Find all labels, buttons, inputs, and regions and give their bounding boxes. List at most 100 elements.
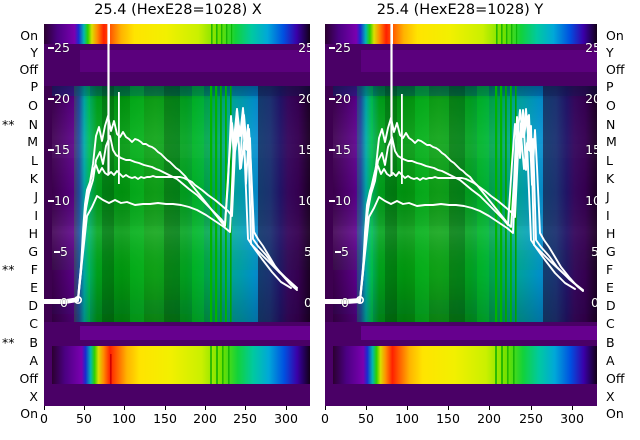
spike-mid	[118, 92, 120, 184]
cat-label-f: F	[30, 262, 38, 277]
panel-y-xaxis: 0 50 100 150 200 250 300	[321, 406, 597, 436]
panel-y-inner-tick-15: 15	[335, 142, 351, 157]
panel-y-inner-tick-20: 20	[335, 91, 351, 106]
panel-x-inner-dash-15	[48, 149, 54, 151]
panel-x-heatmap	[44, 24, 310, 406]
trace-3	[325, 123, 576, 302]
xtick-mark-50	[84, 406, 85, 410]
cat-label-d: D	[28, 298, 38, 313]
cat-label-right-p: P	[606, 79, 614, 94]
cat-label-y: Y	[30, 45, 38, 60]
panel-y-plot-area[interactable]: 25 20 15 10 5 0 25 20 15 10 5 0	[325, 24, 597, 406]
panel-y-inner-tick-right-10: 10	[585, 193, 597, 208]
xtick-label-200: 200	[193, 411, 217, 426]
panel-x-inner-tick-right-10: 10	[298, 193, 310, 208]
panel-y-inner-dash-15	[329, 149, 335, 151]
cat-label-j: J	[34, 189, 38, 204]
cat-label-right-g: G	[606, 244, 616, 259]
panel-x-inner-tick-25: 25	[54, 40, 70, 55]
cat-label-x: X	[29, 389, 38, 404]
xtick-label-150: 150	[436, 411, 460, 426]
xtick-mark-250	[531, 406, 532, 410]
left-category-axis: On Y Off P O N ** M L K J I H G F ** E D…	[0, 0, 44, 440]
trace-start-marker	[73, 295, 82, 304]
cat-label-right-a: A	[606, 353, 615, 368]
panel-x-inner-tick-right-15: 15	[298, 142, 310, 157]
cat-label-e: E	[30, 280, 38, 295]
xtick-label-100: 100	[112, 411, 136, 426]
xtick-mark-150	[448, 406, 449, 410]
cat-label-n: N	[28, 117, 38, 132]
xtick-label-250: 250	[233, 411, 257, 426]
spike-tall	[107, 24, 110, 174]
cat-label-right-c: C	[606, 316, 615, 331]
cat-label-a: A	[29, 353, 38, 368]
xtick-mark-0	[44, 406, 45, 410]
xtick-label-200: 200	[477, 411, 501, 426]
panel-y-inner-tick-right-0: 0	[591, 295, 597, 310]
cat-label-h: H	[28, 226, 38, 241]
panel-y-inner-tick-25: 25	[335, 40, 351, 55]
cat-star-n: **	[2, 117, 15, 132]
xtick-mark-100	[124, 406, 125, 410]
panel-x-inner-tick-20: 20	[54, 91, 70, 106]
cat-label-b: B	[29, 335, 38, 350]
panel-x-inner-dash-5	[54, 251, 60, 253]
panel-x-title: 25.4 (HexE28=1028) X	[94, 2, 262, 18]
cat-label-k: K	[29, 171, 38, 186]
panel-x-inner-dash-0	[54, 302, 60, 304]
panel-x-inner-tick-right-5: 5	[304, 244, 310, 259]
trace-4	[44, 107, 298, 304]
trace-3	[44, 122, 292, 302]
cat-label-on-bot: On	[20, 406, 38, 421]
xtick-label-50: 50	[358, 411, 374, 426]
xtick-mark-200	[205, 406, 206, 410]
cat-label-right-j: J	[606, 189, 610, 204]
cat-label-g: G	[28, 244, 38, 259]
xtick-label-0: 0	[321, 411, 329, 426]
trace-4	[325, 108, 584, 304]
xtick-mark-150	[165, 406, 166, 410]
panel-x-inner-tick-15: 15	[54, 142, 70, 157]
panel-y-inner-dash-5	[335, 251, 341, 253]
panel-y-inner-tick-10: 10	[335, 193, 351, 208]
spike-tall	[390, 24, 393, 176]
panel-y-title: 25.4 (HexE28=1028) Y	[376, 2, 544, 18]
panel-x-inner-dash-20	[48, 98, 54, 100]
xtick-label-300: 300	[560, 411, 584, 426]
panel-x-plot-area[interactable]: 25 20 15 10 5 0 25 20 15 10 5 0	[44, 24, 310, 406]
cat-label-o: O	[28, 98, 38, 113]
xtick-label-300: 300	[274, 411, 298, 426]
panel-y-inner-dash-20	[329, 98, 335, 100]
cat-label-c: C	[29, 316, 38, 331]
cat-label-off-bot: Off	[19, 371, 38, 386]
cat-label-right-h: H	[606, 226, 616, 241]
panel-y-heatmap	[325, 24, 597, 406]
panel-x-inner-tick-right-20: 20	[298, 91, 310, 106]
panel-x: 25.4 (HexE28=1028) X On Y Off P O N ** M…	[0, 0, 310, 440]
cat-label-i: I	[34, 208, 38, 223]
panel-x-xaxis: 0 50 100 150 200 250 300	[40, 406, 310, 436]
xtick-mark-250	[245, 406, 246, 410]
cat-label-right-i: I	[606, 208, 610, 223]
xtick-mark-50	[366, 406, 367, 410]
right-category-axis: On Y Off P O N M L K J I H G F E D C B A…	[600, 0, 640, 440]
xtick-mark-300	[286, 406, 287, 410]
cat-label-right-o: O	[606, 98, 616, 113]
panel-y-inner-tick-right-20: 20	[585, 91, 597, 106]
cat-label-right-d: D	[606, 298, 616, 313]
trace-start-marker	[355, 295, 364, 304]
cat-label-on-top: On	[20, 28, 38, 43]
panel-y-inner-tick-right-5: 5	[591, 244, 597, 259]
xtick-label-50: 50	[76, 411, 92, 426]
xtick-mark-0	[325, 406, 326, 410]
cat-label-right-l: L	[606, 153, 613, 168]
panel-x-inner-tick-5: 5	[60, 244, 68, 259]
panel-y-inner-tick-right-15: 15	[585, 142, 597, 157]
xtick-mark-200	[489, 406, 490, 410]
xtick-label-150: 150	[153, 411, 177, 426]
cat-label-m: M	[27, 134, 38, 149]
cat-label-right-b: B	[606, 335, 615, 350]
panel-x-inner-tick-10: 10	[54, 193, 70, 208]
cat-label-right-off-top: Off	[606, 62, 625, 77]
